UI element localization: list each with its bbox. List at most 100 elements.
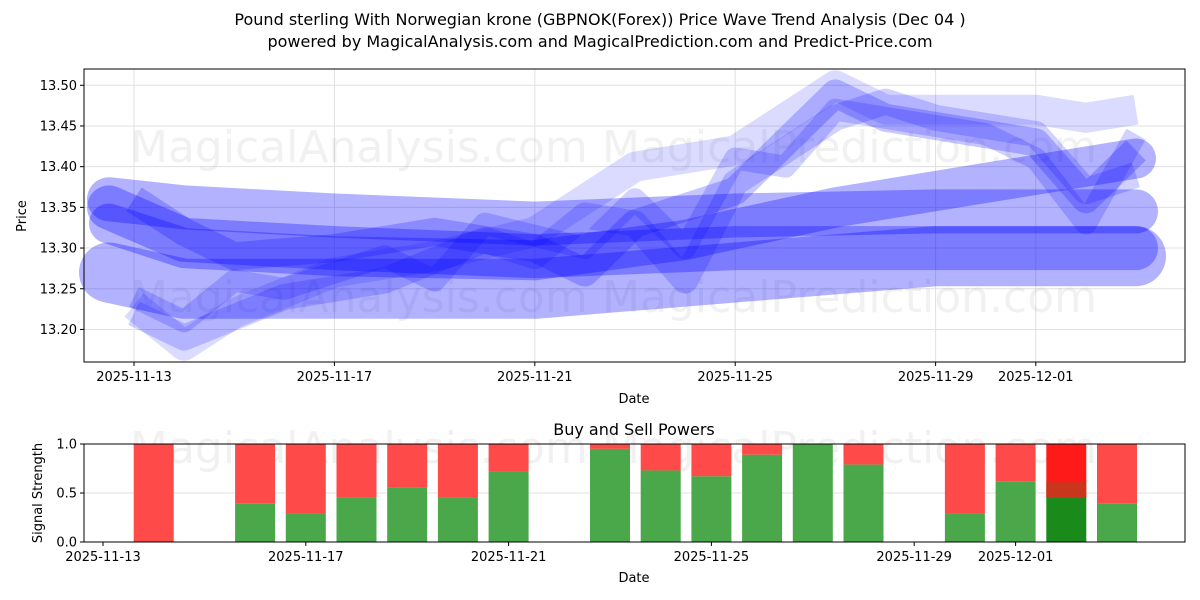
sell-segment [944, 444, 985, 514]
price-x-axis: 2025-11-13 2025-11-17 2025-11-21 2025-11-25… [96, 362, 1074, 385]
x-tick-label: 2025-11-29 [876, 550, 952, 565]
wave-band-6 [128, 88, 1141, 351]
chart-subtitle: powered by MagicalAnalysis.com and Magic… [267, 32, 933, 51]
buy-segment [387, 487, 428, 542]
wave-band-1 [87, 185, 1158, 279]
buy-sell-bar-2025-11-28 [843, 444, 884, 542]
x-tick-label: 2025-11-25 [697, 370, 773, 385]
y-tick-label: 13.45 [40, 119, 77, 134]
wave-band-2 [87, 177, 1158, 246]
wave-band-8 [129, 98, 1146, 333]
buy-sell-y-axis-label: Signal Strength [31, 443, 46, 543]
wave-band-7 [124, 70, 1139, 361]
price-grid [84, 69, 1185, 362]
overlap-segment [1046, 482, 1087, 498]
buy-segment [742, 454, 783, 542]
y-tick-label: 13.30 [40, 242, 77, 257]
watermark-text: MagicalAnalysis.com [130, 122, 588, 173]
buy-sell-bar-2025-11-21 [488, 444, 529, 542]
x-tick-label: 2025-11-13 [65, 550, 141, 565]
buy-segment [691, 476, 732, 542]
price-y-axis: 13.20 13.25 13.30 13.35 13.40 13.45 13.50 [40, 79, 84, 338]
sell-segment [387, 444, 428, 488]
buy-segment [437, 497, 478, 542]
buy-sell-bar-2025-11-30 [944, 444, 985, 542]
price-plot-area [84, 69, 1185, 362]
sell-segment [336, 444, 377, 498]
buy-sell-bar-2025-11-27 [792, 444, 833, 542]
buy-sell-title: Buy and Sell Powers [553, 420, 715, 439]
x-tick-label: 2025-12-01 [978, 550, 1054, 565]
buy-sell-x-axis: 2025-11-13 2025-11-17 2025-11-21 2025-11-25… [65, 542, 1053, 565]
buy-sell-bar-2025-12-01 [995, 444, 1036, 542]
buy-sell-y-axis: 0.0 0.5 1.0 [56, 438, 84, 551]
sell-segment [691, 444, 732, 477]
buy-segment [590, 448, 630, 542]
buy-segment [488, 471, 529, 542]
price-x-axis-label: Date [618, 392, 649, 407]
y-tick-label: 13.25 [40, 282, 77, 297]
buy-sell-x-axis-label: Date [618, 571, 649, 586]
sell-segment [1097, 444, 1137, 504]
sell-segment [640, 444, 681, 471]
sell-segment [285, 444, 326, 514]
x-tick-label: 2025-11-21 [471, 550, 547, 565]
x-tick-label: 2025-11-13 [96, 370, 172, 385]
buy-sell-chart: Buy and Sell Powers MagicalAnalysis.com … [31, 420, 1186, 586]
sell-segment [488, 444, 529, 472]
buy-sell-bar-2025-12-03 [1097, 444, 1137, 542]
y-tick-label: 13.40 [40, 160, 77, 175]
y-tick-label: 0.0 [56, 536, 77, 551]
sell-segment [590, 444, 630, 449]
buy-sell-bar-2025-11-23 [590, 444, 630, 542]
buy-sell-bar-2025-12-02 [1046, 444, 1087, 542]
wave-band-3 [79, 226, 1166, 319]
sell-segment [133, 444, 174, 542]
price-wave-bands [79, 70, 1166, 361]
buy-segment [336, 497, 377, 542]
buy-sell-bar-2025-11-18 [336, 444, 377, 542]
buy-segment [285, 513, 326, 542]
buy-segment [1097, 503, 1137, 542]
buy-segment [1046, 497, 1087, 542]
sell-segment [995, 444, 1036, 482]
sell-segment [235, 444, 276, 504]
watermark-text: MagicalAnalysis.com [130, 272, 588, 323]
x-tick-label: 2025-11-21 [497, 370, 573, 385]
y-tick-label: 1.0 [56, 438, 77, 453]
buy-segment [792, 444, 833, 542]
buy-sell-bar-2025-11-19 [387, 444, 428, 542]
sell-segment [843, 444, 884, 465]
watermark-text: MagicalPrediction.com [602, 122, 1097, 173]
price-y-axis-label: Price [15, 200, 30, 232]
buy-sell-bars [133, 444, 1137, 542]
buy-segment [843, 464, 884, 542]
x-tick-label: 2025-11-17 [297, 370, 373, 385]
y-tick-label: 13.35 [40, 201, 77, 216]
buy-segment [995, 481, 1036, 542]
chart-title: Pound sterling With Norwegian krone (GBP… [234, 10, 966, 29]
watermark-text: MagicalPrediction.com [602, 272, 1097, 323]
price-axes-frame [83, 68, 1186, 363]
x-tick-label: 2025-12-01 [998, 370, 1074, 385]
buy-sell-bar-2025-11-17 [285, 444, 326, 542]
y-tick-label: 13.20 [40, 323, 77, 338]
wave-band-5 [126, 79, 1146, 287]
buy-segment [944, 513, 985, 542]
wave-band-4 [89, 138, 1156, 281]
x-tick-label: 2025-11-17 [268, 550, 344, 565]
buy-sell-bar-2025-11-20 [437, 444, 478, 542]
buy-sell-bar-2025-11-26 [742, 444, 783, 542]
x-tick-label: 2025-11-25 [674, 550, 750, 565]
buy-sell-bar-2025-11-24 [640, 444, 681, 542]
buy-sell-bar-2025-11-25 [691, 444, 732, 542]
sell-segment [437, 444, 478, 498]
y-tick-label: 13.50 [40, 79, 77, 94]
buy-segment [235, 503, 276, 542]
y-tick-label: 0.5 [56, 487, 77, 502]
buy-sell-bar-2025-11-16 [235, 444, 276, 542]
buy-segment [640, 470, 681, 542]
price-chart: MagicalAnalysis.com MagicalPrediction.co… [15, 68, 1186, 407]
sell-segment [742, 444, 783, 455]
